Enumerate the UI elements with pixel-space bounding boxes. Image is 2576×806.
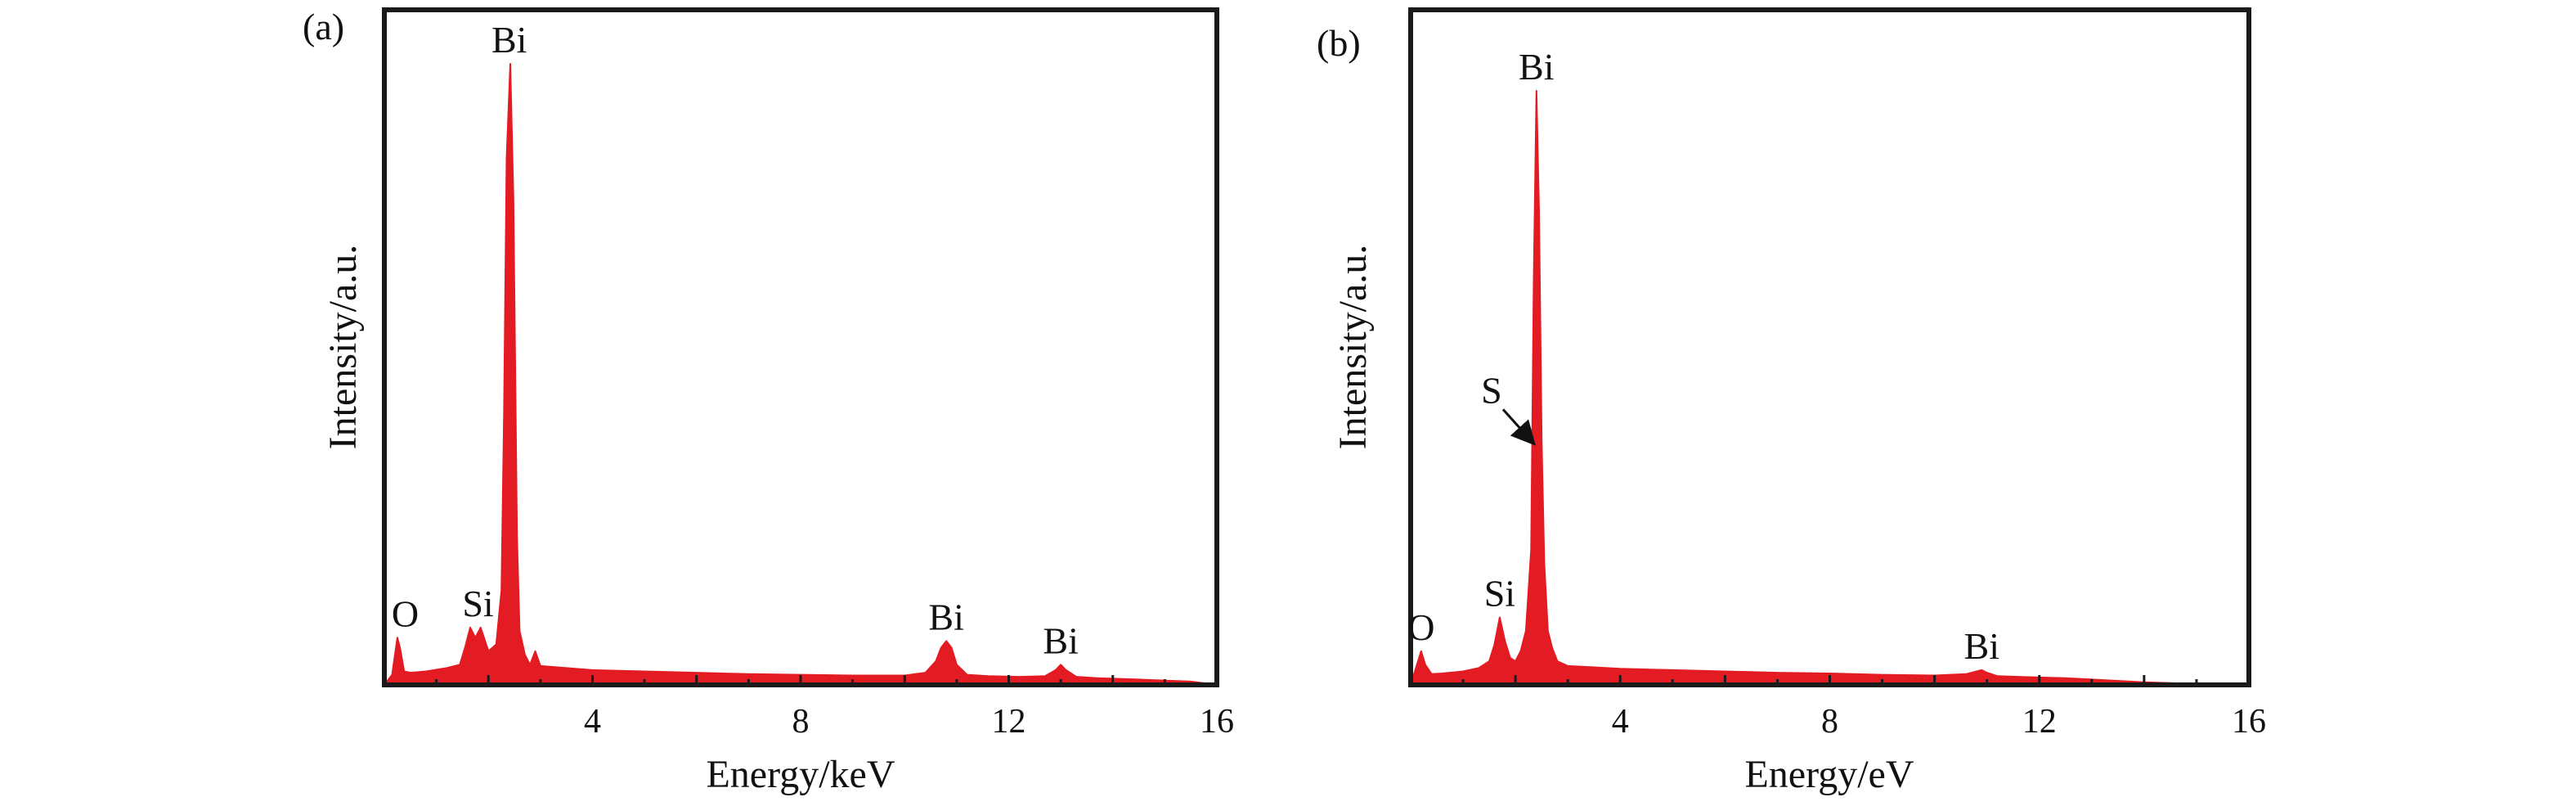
peak-label-si: Si: [1484, 573, 1515, 615]
x-tick-label: 12: [992, 703, 1026, 741]
x-tick-label: 4: [584, 703, 601, 741]
x-tick-label: 16: [2232, 703, 2266, 741]
peak-labels-a: O Si Bi Bi Bi: [392, 19, 1079, 661]
spectrum-area-b-0: [1410, 90, 2250, 686]
spectrum-series-b: [1410, 90, 2250, 686]
spectrum-area-a-0: [384, 63, 1218, 686]
peak-labels-b: O Si Bi S Bi: [1407, 46, 1999, 667]
x-tick-label: 4: [1612, 703, 1629, 741]
y-axis-label-a: Intensity/a.u.: [321, 245, 365, 450]
chart-panel-b: (b) 4 8 12 16 Energy/eV Intensity/a.u. O Si B…: [1317, 7, 2266, 796]
x-tick-label: 12: [2022, 703, 2057, 741]
peak-label-si: Si: [462, 583, 493, 624]
x-tick-label: 8: [792, 703, 810, 741]
x-tick-label: 16: [1200, 703, 1234, 741]
arrow-icon: [1501, 408, 1536, 446]
peak-label-bi: Bi: [1043, 619, 1078, 661]
panel-label-a: (a): [303, 6, 344, 47]
peak-label-bi: Bi: [1964, 625, 1999, 667]
peak-label-bi: Bi: [928, 596, 963, 637]
peak-label-bi: Bi: [1519, 46, 1554, 88]
x-axis-label-a: Energy/keV: [706, 753, 895, 796]
peak-label-bi: Bi: [491, 19, 527, 61]
spectrum-series-a: [384, 63, 1218, 686]
peak-label-o: O: [1407, 606, 1434, 648]
panel-label-b: (b): [1317, 22, 1361, 64]
x-tick-label: 8: [1821, 703, 1838, 741]
peak-label-o: O: [392, 592, 419, 634]
peak-label-s: S: [1481, 369, 1502, 411]
x-axis-label-b: Energy/eV: [1744, 753, 1914, 796]
y-axis-label-b: Intensity/a.u.: [1331, 245, 1375, 450]
chart-panel-a: (a) 4 8 12 16 Energy/keV Intensity/a.u. O Si…: [303, 6, 1234, 796]
x-axis-ticks-b: 4 8 12 16: [1461, 675, 2266, 741]
x-axis-ticks-a: 4 8 12 16: [435, 675, 1234, 741]
